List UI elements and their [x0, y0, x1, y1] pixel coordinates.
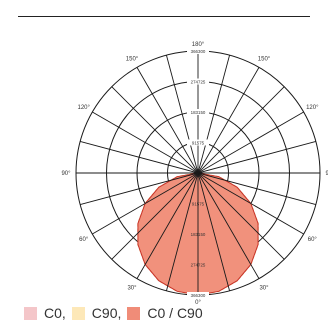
radial-tick-label-4-lower: 366300	[191, 293, 206, 298]
radial-tick-label-1-upper: 91575	[192, 141, 205, 146]
legend-label-c90: C90,	[91, 305, 122, 321]
radial-label-bg-2-upper	[187, 109, 209, 115]
legend-label-c0: C0,	[44, 305, 66, 321]
radial-tick-label-3-upper: 274725	[191, 80, 206, 85]
radial-tick-label-3-lower: 274725	[191, 263, 206, 268]
label-layer: 91575 91575 183150 183150 274725 274725 366300…	[61, 42, 328, 306]
angle-label-neg90: 90°	[61, 171, 71, 177]
angle-label-180: 180°	[192, 42, 205, 48]
radial-tick-label-2-lower: 183150	[191, 232, 206, 237]
angle-label-neg30: 30°	[127, 285, 137, 291]
legend-swatch-c0-c90	[127, 306, 141, 320]
legend-item-c0-c90: C0 / C90	[127, 304, 203, 322]
radial-tick-label-2-upper: 183150	[191, 110, 206, 115]
legend-swatch-c0	[24, 306, 37, 320]
angle-label-30: 30°	[259, 285, 269, 291]
angle-label-90: 90°	[325, 171, 328, 177]
legend-item-c0: C0,	[24, 304, 66, 322]
angle-label-neg120: 120°	[77, 105, 90, 111]
legend-item-c90: C90,	[71, 304, 122, 322]
radial-tick-label-4-upper: 366300	[191, 49, 206, 54]
legend-swatch-c90	[71, 306, 85, 320]
legend: C0, C90, C0 / C90	[24, 304, 205, 322]
radial-label-bg-1-upper	[187, 139, 209, 146]
grid-spoke-165	[165, 55, 231, 291]
radial-tick-label-1-lower: 91575	[192, 202, 205, 207]
radial-label-bg-3-upper	[187, 78, 209, 85]
radial-label-bg-4-upper	[187, 48, 209, 54]
legend-label-c0-c90: C0 / C90	[147, 305, 203, 321]
angle-label-neg150: 150°	[126, 57, 139, 63]
angle-label-neg60: 60°	[79, 237, 89, 243]
angle-label-120: 120°	[306, 105, 319, 111]
angle-label-150: 150°	[258, 57, 271, 63]
angle-label-0: 0°	[195, 300, 201, 306]
spoke-layer	[76, 51, 320, 295]
angle-label-60: 60°	[308, 237, 318, 243]
radial-label-bg-4-lower	[187, 292, 209, 298]
top-divider	[18, 16, 310, 17]
